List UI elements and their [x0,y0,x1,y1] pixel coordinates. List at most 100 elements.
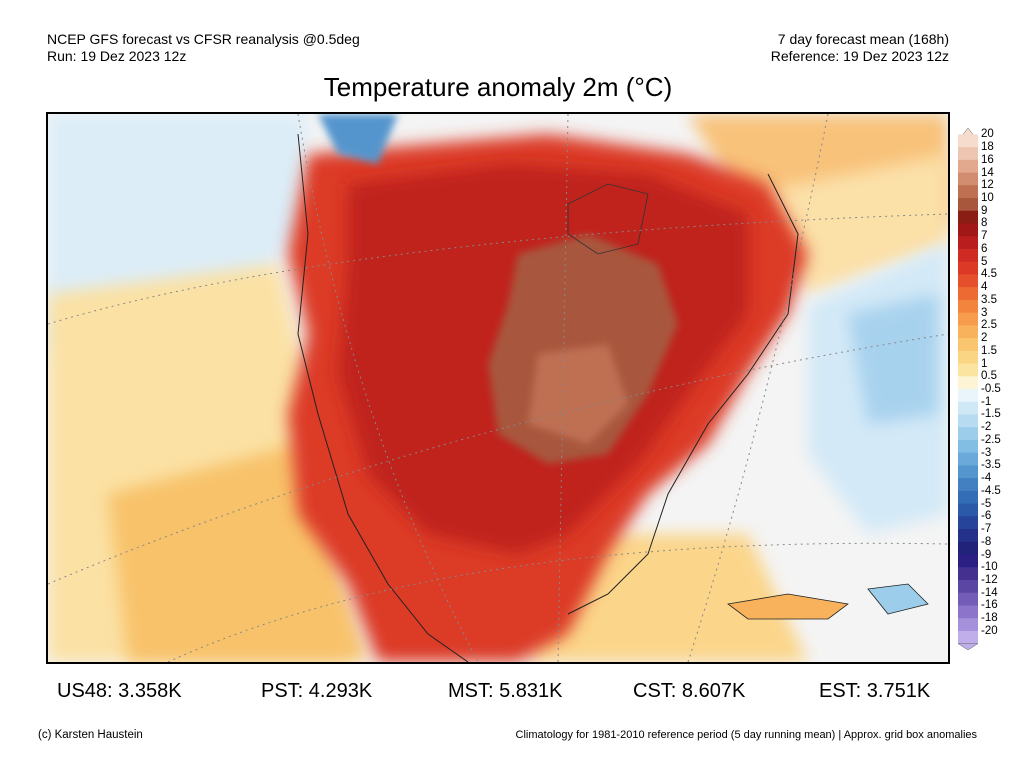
stat-cst: CST: 8.607K [633,680,746,702]
graticule-line [297,114,479,662]
colorbar-tick-label: -20 [981,624,998,637]
colorbar-tick-label: 8 [981,217,988,230]
colorbar-swatch [958,172,978,186]
colorbar-swatch [958,236,978,250]
colorbar-tick-label: 9 [981,204,988,217]
colorbar-swatch [958,389,978,403]
colorbar-swatch [958,490,978,505]
colorbar-swatch [958,134,978,148]
colorbar-bottom-arrow [958,643,978,650]
colorbar-swatch [958,325,978,339]
region-stats: US48: 3.358K PST: 4.293K MST: 5.831K CST… [0,680,1024,706]
atlantic-cooler-area [848,294,938,424]
colorbar-tick-label: 18 [981,141,994,154]
colorbar-swatch [958,198,978,212]
colorbar-tick-label: -14 [981,586,998,599]
map-title: Temperature anomaly 2m (°C) [323,72,673,102]
colorbar-tick-label: 12 [981,179,994,192]
colorbar-swatch [958,248,978,263]
hispaniola-island [867,583,929,615]
header-left: NCEP GFS forecast vs CFSR reanalysis @0.… [47,31,360,65]
colorbar-swatch [958,452,978,466]
model-info: NCEP GFS forecast vs CFSR reanalysis @0.… [47,31,360,47]
colorbar-tick-label: 14 [981,166,994,179]
colorbar-tick-label: -3 [981,446,992,459]
graticule-line [48,333,948,585]
northwest-cold-spot [318,114,398,164]
midwest-peak-anomaly [528,344,628,444]
colorbar-swatch [958,147,978,161]
caribbean-islands [727,593,849,620]
colorbar-swatch [958,592,978,606]
colorbar-tick-label: 10 [981,192,994,205]
stat-us48: US48: 3.358K [57,680,182,702]
stat-mst: MST: 5.831K [448,680,563,702]
colorbar-swatch [958,567,978,581]
header-right: 7 day forecast mean (168h) Reference: 19… [771,31,949,65]
colorbar-tick-label: -5 [981,497,992,510]
copyright: (c) Karsten Haustein [38,729,143,741]
hudson-bay-outline [567,183,649,255]
colorbar-tick-label: -2.5 [981,433,1001,446]
colorbar-tick-label: 3 [981,306,988,319]
climatology-note: Climatology for 1981-2010 reference peri… [515,729,977,741]
colorbar-tick-label: -10 [981,561,998,574]
colorbar-tick-label: 2.5 [981,319,997,332]
colorbar-swatch [958,618,978,632]
colorbar-swatch [958,516,978,530]
colorbar-swatch [958,630,978,645]
colorbar-swatch [958,274,978,288]
colorbar-swatch [958,579,978,594]
colorbar-swatch [958,223,978,237]
run-info: Run: 19 Dez 2023 12z [47,48,187,64]
colorbar-tick-label: -12 [981,573,998,586]
colorbar [958,128,978,650]
graticule-line [687,114,829,662]
colorbar-tick-label: 0.5 [981,370,997,383]
colorbar-swatch [958,261,978,275]
graticule-line [557,114,569,662]
map-canvas [48,114,948,662]
colorbar-swatch [958,363,978,377]
colorbar-tick-label: -18 [981,612,998,625]
graticule-line [48,213,948,325]
colorbar-tick-label: 20 [981,128,994,141]
colorbar-tick-label: -16 [981,599,998,612]
colorbar-swatch [958,554,978,568]
colorbar-swatch [958,312,978,326]
colorbar-tick-label: 4 [981,281,988,294]
forecast-period: 7 day forecast mean (168h) [777,31,949,47]
colorbar-tick-label: 4.5 [981,268,997,281]
stat-est: EST: 3.751K [819,680,931,702]
colorbar-swatch [958,287,978,301]
west-coastline [297,133,469,662]
colorbar-swatch [958,350,978,365]
colorbar-swatch [958,299,978,314]
colorbar-tick-label: -9 [981,548,992,561]
colorbar-tick-label: 3.5 [981,293,997,306]
graticule-line [167,542,948,662]
colorbar-tick-label: -2 [981,421,992,434]
colorbar-tick-label: -8 [981,535,992,548]
colorbar-swatch [958,541,978,556]
colorbar-tick-label: -4 [981,472,992,485]
colorbar-tick-label: -1 [981,395,992,408]
colorbar-swatch [958,503,978,517]
anomaly-map [46,112,950,664]
colorbar-tick-label: 6 [981,242,988,255]
colorbar-swatch [958,210,978,224]
colorbar-swatch [958,185,978,199]
colorbar-swatch [958,414,978,428]
colorbar-swatch [958,529,978,543]
colorbar-tick-label: 16 [981,153,994,166]
colorbar-tick-label: -1.5 [981,408,1001,421]
colorbar-tick-label: 2 [981,332,988,345]
colorbar-tick-label: -0.5 [981,383,1001,395]
colorbar-swatch [958,159,978,174]
colorbar-tick-label: 1 [981,357,988,370]
colorbar-swatch [958,439,978,454]
colorbar-swatch [958,478,978,492]
stat-pst: PST: 4.293K [261,680,373,702]
colorbar-swatch [958,465,978,479]
colorbar-swatch [958,376,978,390]
